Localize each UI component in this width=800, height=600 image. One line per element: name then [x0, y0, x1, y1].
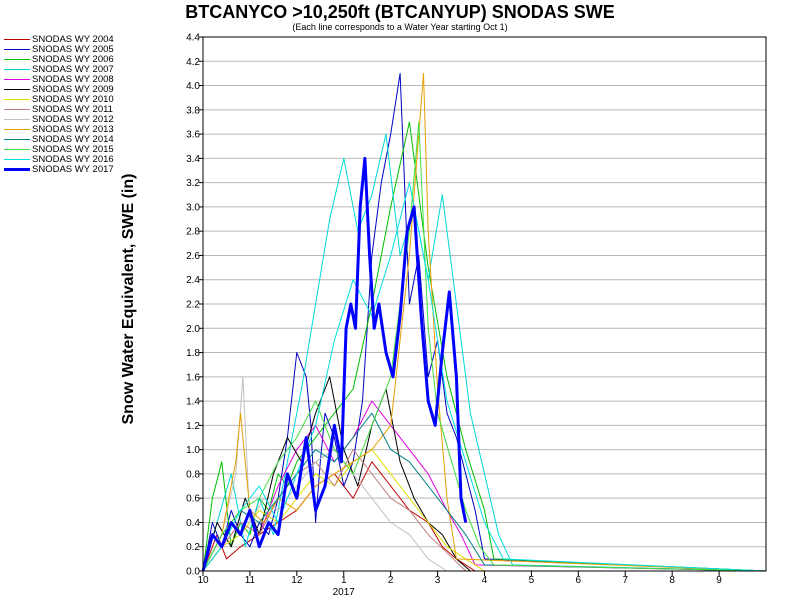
legend-swatch — [4, 59, 30, 60]
legend-label: SNODAS WY 2014 — [32, 134, 114, 145]
legend-label: SNODAS WY 2010 — [32, 94, 114, 105]
chart-title: BTCANYCO >10,250ft (BTCANYUP) SNODAS SWE — [185, 2, 615, 22]
legend-item: SNODAS WY 2010 — [4, 94, 134, 105]
y-tick-label: 0.2 — [186, 542, 200, 553]
x-tick-label: 1 — [341, 575, 347, 586]
legend-swatch — [4, 99, 30, 100]
y-tick-label: 2.0 — [186, 324, 200, 335]
x-tick-label: 7 — [622, 575, 628, 586]
y-tick-label: 1.8 — [186, 348, 200, 359]
series-line-snodas-wy-2016 — [202, 182, 767, 572]
y-tick-label: 1.6 — [186, 372, 200, 383]
y-tick-label: 3.0 — [186, 202, 200, 213]
chart-legend: SNODAS WY 2004 SNODAS WY 2005 SNODAS WY 20… — [4, 34, 134, 175]
legend-item: SNODAS WY 2014 — [4, 134, 134, 145]
y-tick-label: 3.4 — [186, 154, 200, 165]
y-tick-label: 2.6 — [186, 251, 200, 262]
legend-swatch — [4, 129, 30, 130]
legend-swatch — [4, 159, 30, 160]
y-tick-label: 2.8 — [186, 227, 200, 238]
series-line-snodas-wy-2017 — [201, 156, 468, 572]
y-tick-label: 0.6 — [186, 494, 200, 505]
x-tick-label: 12 — [291, 575, 303, 586]
y-tick-label: 4.0 — [186, 81, 200, 92]
legend-label: SNODAS WY 2011 — [32, 104, 113, 115]
legend-item: SNODAS WY 2005 — [4, 44, 134, 55]
y-tick-label: 0.0 — [186, 567, 200, 578]
legend-swatch — [4, 39, 30, 40]
legend-item: SNODAS WY 2011 — [4, 104, 134, 115]
legend-item: SNODAS WY 2007 — [4, 64, 134, 75]
legend-label: SNODAS WY 2007 — [32, 64, 114, 75]
legend-label: SNODAS WY 2016 — [32, 154, 114, 165]
x-year-label: 2017 — [333, 587, 356, 598]
series-line-snodas-wy-2007 — [202, 133, 767, 572]
legend-label: SNODAS WY 2006 — [32, 54, 114, 65]
series-line-snodas-wy-2012 — [202, 376, 766, 572]
legend-item: SNODAS WY 2017 — [4, 164, 134, 175]
legend-swatch — [4, 89, 30, 90]
legend-swatch — [4, 168, 30, 171]
legend-swatch — [4, 109, 30, 110]
legend-label: SNODAS WY 2012 — [32, 114, 114, 125]
legend-swatch — [4, 69, 30, 70]
y-tick-label: 4.4 — [186, 33, 200, 44]
legend-swatch — [4, 119, 30, 120]
x-tick-label: 3 — [435, 575, 441, 586]
y-tick-label: 0.8 — [186, 469, 200, 480]
y-tick-label: 1.0 — [186, 445, 200, 456]
legend-swatch — [4, 79, 30, 80]
legend-label: SNODAS WY 2015 — [32, 144, 114, 155]
legend-label: SNODAS WY 2004 — [32, 34, 114, 45]
legend-label: SNODAS WY 2005 — [32, 44, 114, 55]
x-tick-label: 5 — [529, 575, 535, 586]
x-tick-label: 6 — [576, 575, 582, 586]
legend-swatch — [4, 49, 30, 50]
legend-item: SNODAS WY 2009 — [4, 84, 134, 95]
y-tick-label: 2.4 — [186, 275, 200, 286]
x-tick-label: 4 — [482, 575, 488, 586]
x-tick-label: 11 — [245, 575, 256, 586]
y-tick-label: 4.2 — [186, 57, 200, 68]
y-tick-label: 3.8 — [186, 105, 200, 116]
y-tick-label: 1.2 — [186, 421, 200, 432]
legend-label: SNODAS WY 2017 — [32, 164, 114, 175]
legend-label: SNODAS WY 2009 — [32, 84, 114, 95]
legend-item: SNODAS WY 2013 — [4, 124, 134, 135]
legend-item: SNODAS WY 2016 — [4, 154, 134, 165]
legend-item: SNODAS WY 2012 — [4, 114, 134, 125]
legend-item: SNODAS WY 2004 — [4, 34, 134, 45]
legend-item: SNODAS WY 2008 — [4, 74, 134, 85]
series-line-snodas-wy-2005 — [202, 72, 767, 572]
x-tick-label: 8 — [669, 575, 675, 586]
legend-swatch — [4, 149, 30, 150]
legend-swatch — [4, 139, 30, 140]
y-tick-label: 0.4 — [186, 518, 200, 529]
plot-frame — [202, 36, 767, 572]
x-tick-label: 2 — [388, 575, 394, 586]
series-line-snodas-wy-2013 — [202, 72, 767, 572]
legend-item: SNODAS WY 2015 — [4, 144, 134, 155]
chart-subtitle: (Each line corresponds to a Water Year s… — [292, 22, 508, 32]
x-tick-label: 10 — [197, 575, 209, 586]
y-tick-label: 1.4 — [186, 397, 200, 408]
legend-item: SNODAS WY 2006 — [4, 54, 134, 65]
legend-label: SNODAS WY 2008 — [32, 74, 114, 85]
y-tick-label: 3.6 — [186, 130, 200, 141]
y-tick-label: 3.2 — [186, 178, 200, 189]
x-tick-label: 9 — [716, 575, 722, 586]
y-tick-label: 2.2 — [186, 300, 200, 311]
legend-label: SNODAS WY 2013 — [32, 124, 114, 135]
